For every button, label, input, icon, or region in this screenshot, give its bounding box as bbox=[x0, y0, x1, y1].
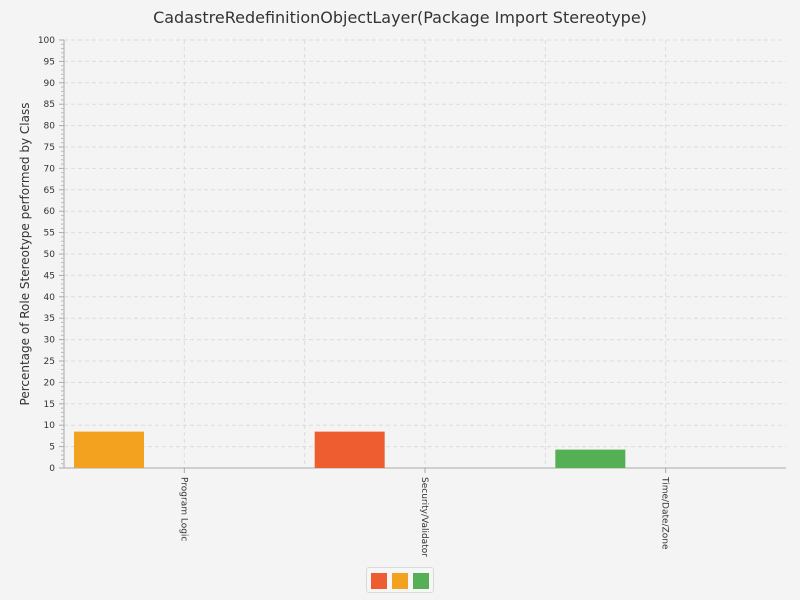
y-tick-label: 55 bbox=[44, 229, 55, 239]
legend-swatch-3 bbox=[413, 573, 429, 589]
y-tick-label: 100 bbox=[38, 36, 55, 46]
bar bbox=[314, 431, 385, 468]
y-tick-label: 0 bbox=[49, 464, 55, 474]
x-tick-label: Time/Date/Zone bbox=[660, 476, 670, 550]
x-tick-label: Security/Validator bbox=[419, 477, 429, 557]
y-tick-label: 90 bbox=[44, 79, 56, 89]
y-tick-label: 70 bbox=[44, 164, 56, 174]
legend-swatch-1 bbox=[371, 573, 387, 589]
y-tick-label: 25 bbox=[44, 357, 55, 367]
x-tick-label: Program Logic bbox=[178, 477, 188, 541]
y-tick-label: 65 bbox=[44, 186, 55, 196]
y-axis-label: Percentage of Role Stereotype performed … bbox=[18, 103, 32, 406]
x-axis-labels: Program Logic Security/Validator Time/Date… bbox=[178, 468, 670, 557]
y-tick-label: 10 bbox=[44, 421, 56, 431]
y-tick-label: 15 bbox=[44, 400, 55, 410]
y-tick-label: 30 bbox=[44, 336, 56, 346]
y-tick-label: 85 bbox=[44, 100, 55, 110]
y-tick-label: 95 bbox=[44, 57, 55, 67]
y-tick-label: 60 bbox=[44, 207, 56, 217]
chart-title: CadastreRedefinitionObjectLayer(Package … bbox=[153, 8, 647, 27]
y-tick-label: 40 bbox=[44, 293, 56, 303]
legend bbox=[366, 567, 434, 593]
bars bbox=[74, 431, 626, 468]
y-tick-label: 80 bbox=[44, 122, 56, 132]
y-axis-ticks: 0 5 10 15 20 25 30 35 40 45 50 55 60 65 70 75 80 85 90 95 10… bbox=[38, 36, 64, 474]
y-tick-label: 75 bbox=[44, 143, 55, 153]
legend-swatch-2 bbox=[392, 573, 408, 589]
bar bbox=[74, 431, 144, 468]
y-tick-label: 35 bbox=[44, 314, 55, 324]
y-tick-label: 50 bbox=[44, 250, 56, 260]
y-tick-label: 45 bbox=[44, 271, 55, 281]
y-tick-label: 20 bbox=[44, 378, 56, 388]
gridlines bbox=[64, 39, 786, 468]
bar bbox=[555, 449, 626, 468]
y-tick-label: 5 bbox=[49, 443, 55, 453]
